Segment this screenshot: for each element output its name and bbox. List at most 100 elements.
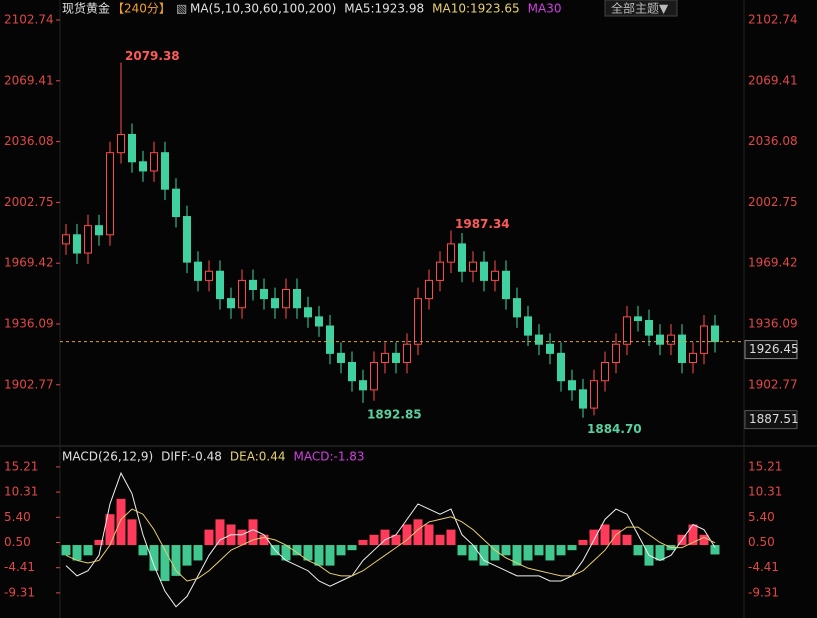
candle-body: [579, 389, 587, 409]
y-tick-label: -9.31: [4, 585, 35, 599]
y-tick-label: 10.31: [4, 485, 38, 499]
macd-bar: [358, 539, 368, 546]
y-tick-label-right: 1969.42: [748, 256, 798, 270]
candle-body: [128, 133, 136, 163]
extreme-label: 2079.38: [125, 49, 180, 63]
macd-bar: [138, 545, 148, 556]
candle-body: [414, 298, 422, 345]
y-tick-label: 2102.74: [4, 13, 54, 27]
y-tick-label-right: 2069.41: [748, 73, 798, 87]
candle-body: [436, 261, 444, 281]
candle-body: [194, 261, 202, 281]
legend-entry: DIFF:-0.48: [161, 450, 222, 464]
macd-bar: [336, 545, 346, 556]
last-price-label: 1926.45: [749, 342, 799, 356]
macd-bar: [556, 545, 566, 556]
macd-bar: [446, 529, 456, 546]
candle-body: [524, 316, 532, 336]
y-tick-label: 2002.75: [4, 195, 54, 209]
candle-body: [348, 361, 356, 382]
last-price-box: [744, 340, 798, 360]
macd-bar: [193, 545, 203, 561]
extreme-label: 1892.85: [367, 407, 422, 421]
candle-body: [612, 343, 620, 363]
candle-body: [601, 361, 609, 382]
macd-bar: [204, 529, 214, 546]
macd-bar: [303, 545, 313, 561]
y-tick-label-right: -4.41: [748, 560, 779, 574]
candle-body: [513, 298, 521, 318]
macd-bar: [710, 545, 720, 555]
y-tick-label-right: 2102.74: [748, 13, 798, 27]
macd-bar: [545, 545, 555, 561]
instrument-title: 现货黄金: [62, 1, 110, 16]
bottom-price-label: 1887.51: [749, 412, 799, 426]
candle-body: [161, 152, 169, 190]
candle-body: [656, 334, 664, 345]
macd-bar: [600, 524, 610, 546]
macd-bar: [655, 545, 665, 561]
theme-button[interactable]: 全部主题▼: [611, 1, 669, 16]
candle-body: [106, 152, 114, 236]
candle-body: [293, 289, 301, 309]
legend-icon: ▧: [176, 2, 187, 16]
y-tick-label: 1936.09: [4, 317, 54, 331]
macd-bar: [501, 545, 511, 556]
candle-body: [392, 352, 400, 363]
candle-body: [260, 289, 268, 300]
macd-bar: [314, 545, 324, 566]
macd-bar: [622, 534, 632, 546]
legend-entry: MACD:-1.83: [293, 450, 364, 464]
y-tick-label: 2036.08: [4, 134, 54, 148]
macd-bar: [578, 539, 588, 546]
candle-body: [370, 361, 378, 391]
macd-bar: [391, 534, 401, 546]
macd-bar: [468, 545, 478, 561]
macd-bar: [94, 539, 104, 546]
candle-body: [491, 270, 499, 281]
theme-button-box[interactable]: [604, 0, 678, 17]
macd-bar: [490, 545, 500, 561]
candle-body: [425, 279, 433, 300]
candle-body: [403, 343, 411, 363]
y-tick-label-right: 2002.75: [748, 195, 798, 209]
candle-body: [557, 352, 565, 382]
candle-body: [634, 316, 642, 322]
macd-bar: [248, 519, 258, 546]
macd-bar: [512, 545, 522, 566]
macd-bar: [699, 534, 709, 546]
macd-bar: [160, 545, 170, 582]
legend-entry: MA10:1923.65: [432, 2, 520, 16]
macd-bar: [611, 529, 621, 546]
macd-bar: [281, 545, 291, 561]
y-tick-label: 1902.77: [4, 377, 54, 391]
macd-bar: [325, 545, 335, 566]
legend-entry: MA(5,10,30,60,100,200): [190, 2, 336, 16]
y-tick-label-right: 15.21: [748, 459, 782, 473]
macd-bar: [380, 529, 390, 546]
macd-bar: [259, 534, 269, 546]
y-tick-label-right: 1936.09: [748, 317, 798, 331]
candle-body: [623, 316, 631, 345]
legend-entry: MACD(26,12,9): [62, 450, 153, 464]
y-tick-label-right: 1902.77: [748, 377, 798, 391]
macd-bar: [61, 545, 71, 556]
y-tick-label-right: -9.31: [748, 585, 779, 599]
extreme-label: 1884.70: [587, 422, 642, 436]
candle-body: [326, 325, 334, 354]
macd-bar: [292, 545, 302, 556]
candle-body: [238, 279, 246, 309]
macd-line: [65, 471, 716, 608]
macd-bar: [215, 519, 225, 546]
bottom-price-box: [744, 410, 798, 430]
candle-body: [117, 133, 125, 154]
candle-body: [249, 279, 257, 291]
macd-bar: [534, 545, 544, 556]
macd-bar: [479, 545, 489, 566]
candle-body: [359, 380, 367, 391]
y-tick-label: 0.50: [4, 535, 31, 549]
macd-bar: [105, 514, 115, 546]
candle-body: [183, 216, 191, 263]
candle-body: [227, 298, 235, 309]
candle-body: [205, 270, 213, 281]
